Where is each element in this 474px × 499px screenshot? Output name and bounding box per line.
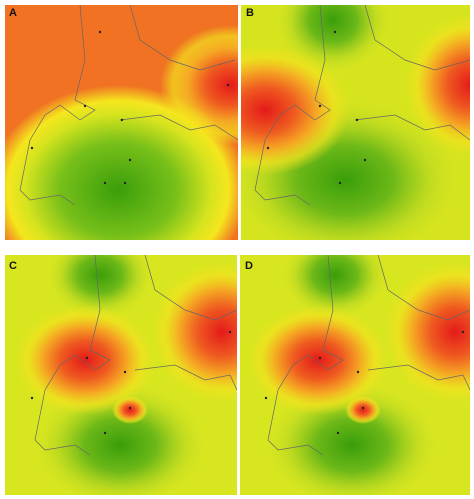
- panel-label: C: [9, 260, 17, 272]
- panel-b: B: [241, 5, 470, 240]
- panel-c: C: [5, 255, 237, 495]
- panel-d: D: [240, 255, 470, 495]
- panel-label: B: [246, 7, 254, 19]
- panel-label: D: [245, 260, 253, 272]
- panel-a: A: [5, 5, 238, 240]
- panel-label: A: [9, 7, 17, 19]
